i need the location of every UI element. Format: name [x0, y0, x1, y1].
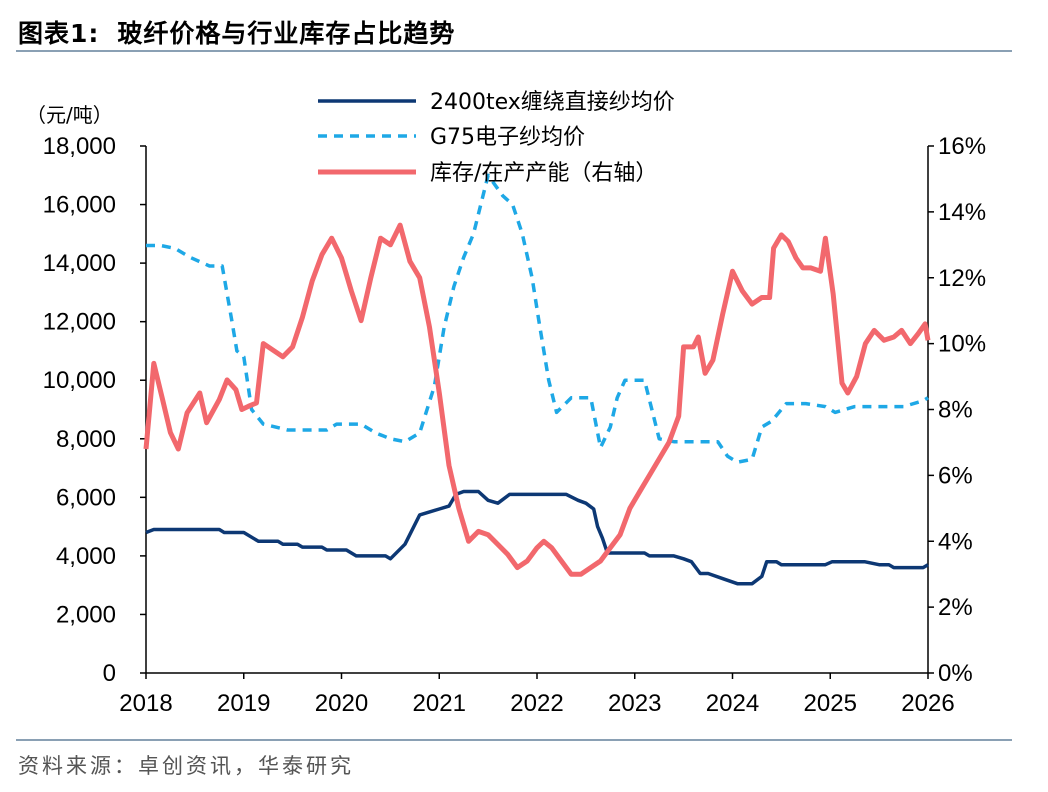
y-right-tick-label: 10%	[938, 331, 986, 358]
y-right-tick-label: 8%	[938, 397, 973, 424]
series-layer	[143, 173, 931, 586]
figure-title-text: 玻纤价格与行业库存占比趋势	[117, 19, 456, 48]
y-right-tick-label: 6%	[938, 462, 973, 489]
source-note: 资料来源：卓创资讯，华泰研究	[18, 754, 354, 778]
series-line-3	[143, 222, 931, 577]
y-left-tick-label: 12,000	[43, 309, 116, 336]
x-tick-label: 2019	[217, 690, 270, 717]
y-right-tick-label: 0%	[938, 660, 973, 687]
figure-title: 图表1: 玻纤价格与行业库存占比趋势	[18, 14, 455, 50]
y-left-tick-label: 14,000	[43, 250, 116, 277]
legend-label-1: 2400tex缠绕直接纱均价	[430, 90, 675, 115]
figure-label: 图表1:	[18, 19, 100, 48]
y-left-tick-label: 18,000	[43, 133, 116, 160]
y-left-tick-label: 6,000	[56, 484, 116, 511]
x-tick-label: 2023	[608, 690, 661, 717]
y-right-tick-label: 14%	[938, 199, 986, 226]
x-tick-label: 2026	[901, 690, 954, 717]
title-rule	[16, 50, 1012, 52]
x-tick-label: 2021	[413, 690, 466, 717]
series-line-2	[146, 173, 929, 464]
y-left-unit-label: （元/吨）	[26, 103, 113, 127]
y-left-tick-label: 4,000	[56, 543, 116, 570]
x-tick-label: 2022	[510, 690, 563, 717]
x-tick-label: 2018	[119, 690, 172, 717]
axes: 0 2,000 4,000 6,000 8,000 10,000 12,000 14,000 1…	[26, 103, 986, 717]
legend-label-2: G75电子纱均价	[430, 125, 585, 150]
x-tick-label: 2024	[706, 690, 759, 717]
y-left-tick-label: 0	[103, 660, 116, 687]
y-left-tick-label: 2,000	[56, 601, 116, 628]
y-left-tick-label: 16,000	[43, 192, 116, 219]
x-tick-label: 2020	[315, 690, 368, 717]
y-right-tick-label: 2%	[938, 594, 973, 621]
y-left-tick-label: 10,000	[43, 367, 116, 394]
legend-label-3: 库存/在产产能（右轴）	[430, 161, 657, 186]
x-tick-label: 2025	[804, 690, 857, 717]
y-left-tick-label: 8,000	[56, 426, 116, 453]
y-right-tick-label: 12%	[938, 265, 986, 292]
y-right-tick-label: 4%	[938, 528, 973, 555]
source-rule	[16, 739, 1012, 741]
series-line-1	[145, 489, 929, 586]
y-right-tick-label: 16%	[938, 133, 986, 160]
